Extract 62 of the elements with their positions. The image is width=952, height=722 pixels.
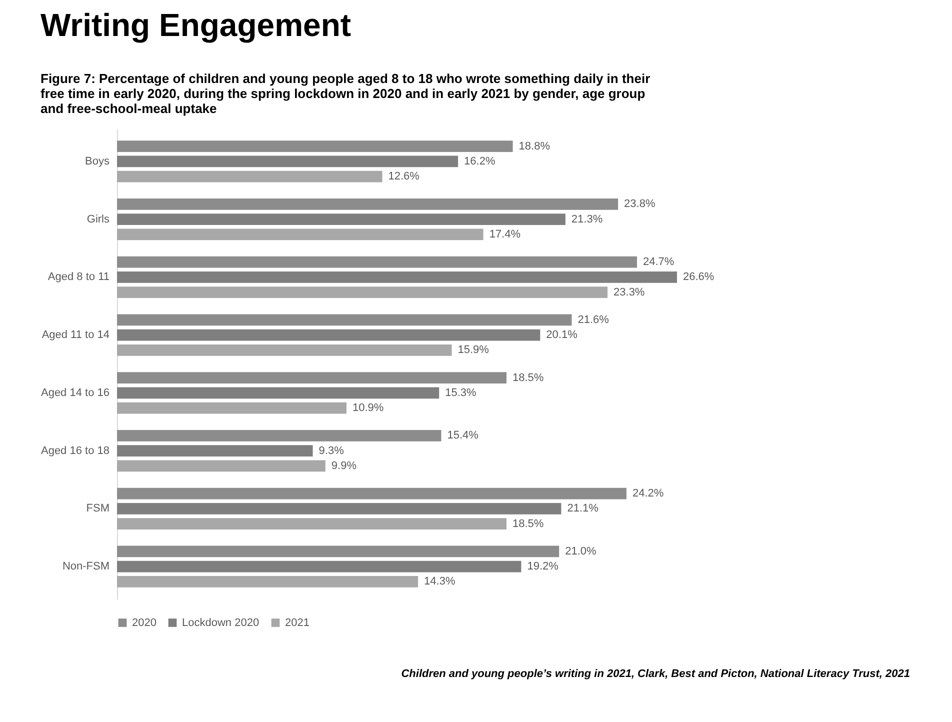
data-label: 9.9%: [331, 460, 357, 472]
data-label: 18.8%: [518, 140, 550, 152]
data-label: 20.1%: [546, 329, 578, 342]
bar: [117, 214, 566, 225]
data-label: 9.3%: [318, 444, 344, 457]
bar: [117, 402, 346, 414]
bar: [117, 314, 572, 326]
bar: [117, 488, 626, 500]
bar: [117, 503, 562, 514]
bar: [117, 518, 506, 530]
bar: [117, 430, 442, 442]
legend-label: 2021: [285, 616, 310, 629]
bar: [117, 445, 313, 457]
data-label: 12.6%: [388, 170, 420, 183]
bar: [117, 329, 540, 341]
data-label: 23.3%: [614, 286, 645, 298]
bar: [117, 156, 458, 168]
y-tick-label: Aged 8 to 11: [48, 271, 110, 284]
data-label: 19.2%: [527, 560, 559, 573]
chart-title: Writing Engagement: [40, 7, 352, 43]
bar: [117, 170, 382, 182]
data-label: 23.8%: [624, 198, 656, 210]
data-label: 26.6%: [683, 271, 714, 284]
data-label: 15.9%: [458, 344, 490, 356]
text: Children and young people’s writing in 2021, Clark, Best and Picton, National Literacy Trust, 2021: [400, 668, 910, 680]
bar: [117, 560, 522, 572]
data-label: 24.2%: [632, 488, 664, 500]
data-label: 21.3%: [571, 213, 603, 226]
bar: [117, 460, 326, 472]
bar: [117, 344, 452, 356]
bar: [117, 576, 418, 588]
bar: [117, 256, 637, 268]
y-tick-label: Aged 14 to 16: [40, 386, 110, 399]
bar: [117, 387, 440, 399]
y-tick-label: FSM: [86, 502, 110, 515]
bar: [117, 372, 506, 384]
bar: [117, 271, 677, 283]
bar: [117, 140, 513, 152]
legend-label: 2020: [132, 616, 156, 629]
bar: [117, 228, 484, 240]
data-label: 14.3%: [424, 576, 456, 588]
data-label: 16.2%: [464, 155, 496, 168]
bar: [117, 286, 608, 298]
data-label: 15.4%: [447, 430, 479, 442]
data-label: 18.5%: [512, 518, 544, 530]
chart-subtitle: Figure 7: Percentage of children and young people aged 8 to 18 who wrote something daily in their free time in early 2020, during the spring lockdown in 2020 and in early 2021 by gender, age group and free-school-meal uptake: [40, 71, 650, 116]
y-tick-label: Aged 11 to 14: [42, 329, 110, 342]
bar: [117, 198, 618, 210]
y-tick-label: Non-FSM: [62, 560, 110, 573]
data-label: 21.6%: [578, 314, 610, 326]
y-tick-label: Girls: [86, 213, 110, 226]
y-tick-label: Aged 16 to 18: [40, 444, 110, 457]
bar: [117, 546, 560, 558]
data-label: 15.3%: [445, 386, 477, 399]
legend-label: Lockdown 2020: [182, 616, 260, 629]
data-label: 10.9%: [352, 402, 384, 414]
data-label: 17.4%: [489, 228, 521, 240]
data-label: 18.5%: [512, 372, 544, 384]
y-tick-label: Boys: [85, 155, 110, 168]
data-label: 21.1%: [567, 502, 599, 515]
data-label: 21.0%: [565, 545, 597, 558]
data-label: 24.7%: [643, 256, 674, 268]
